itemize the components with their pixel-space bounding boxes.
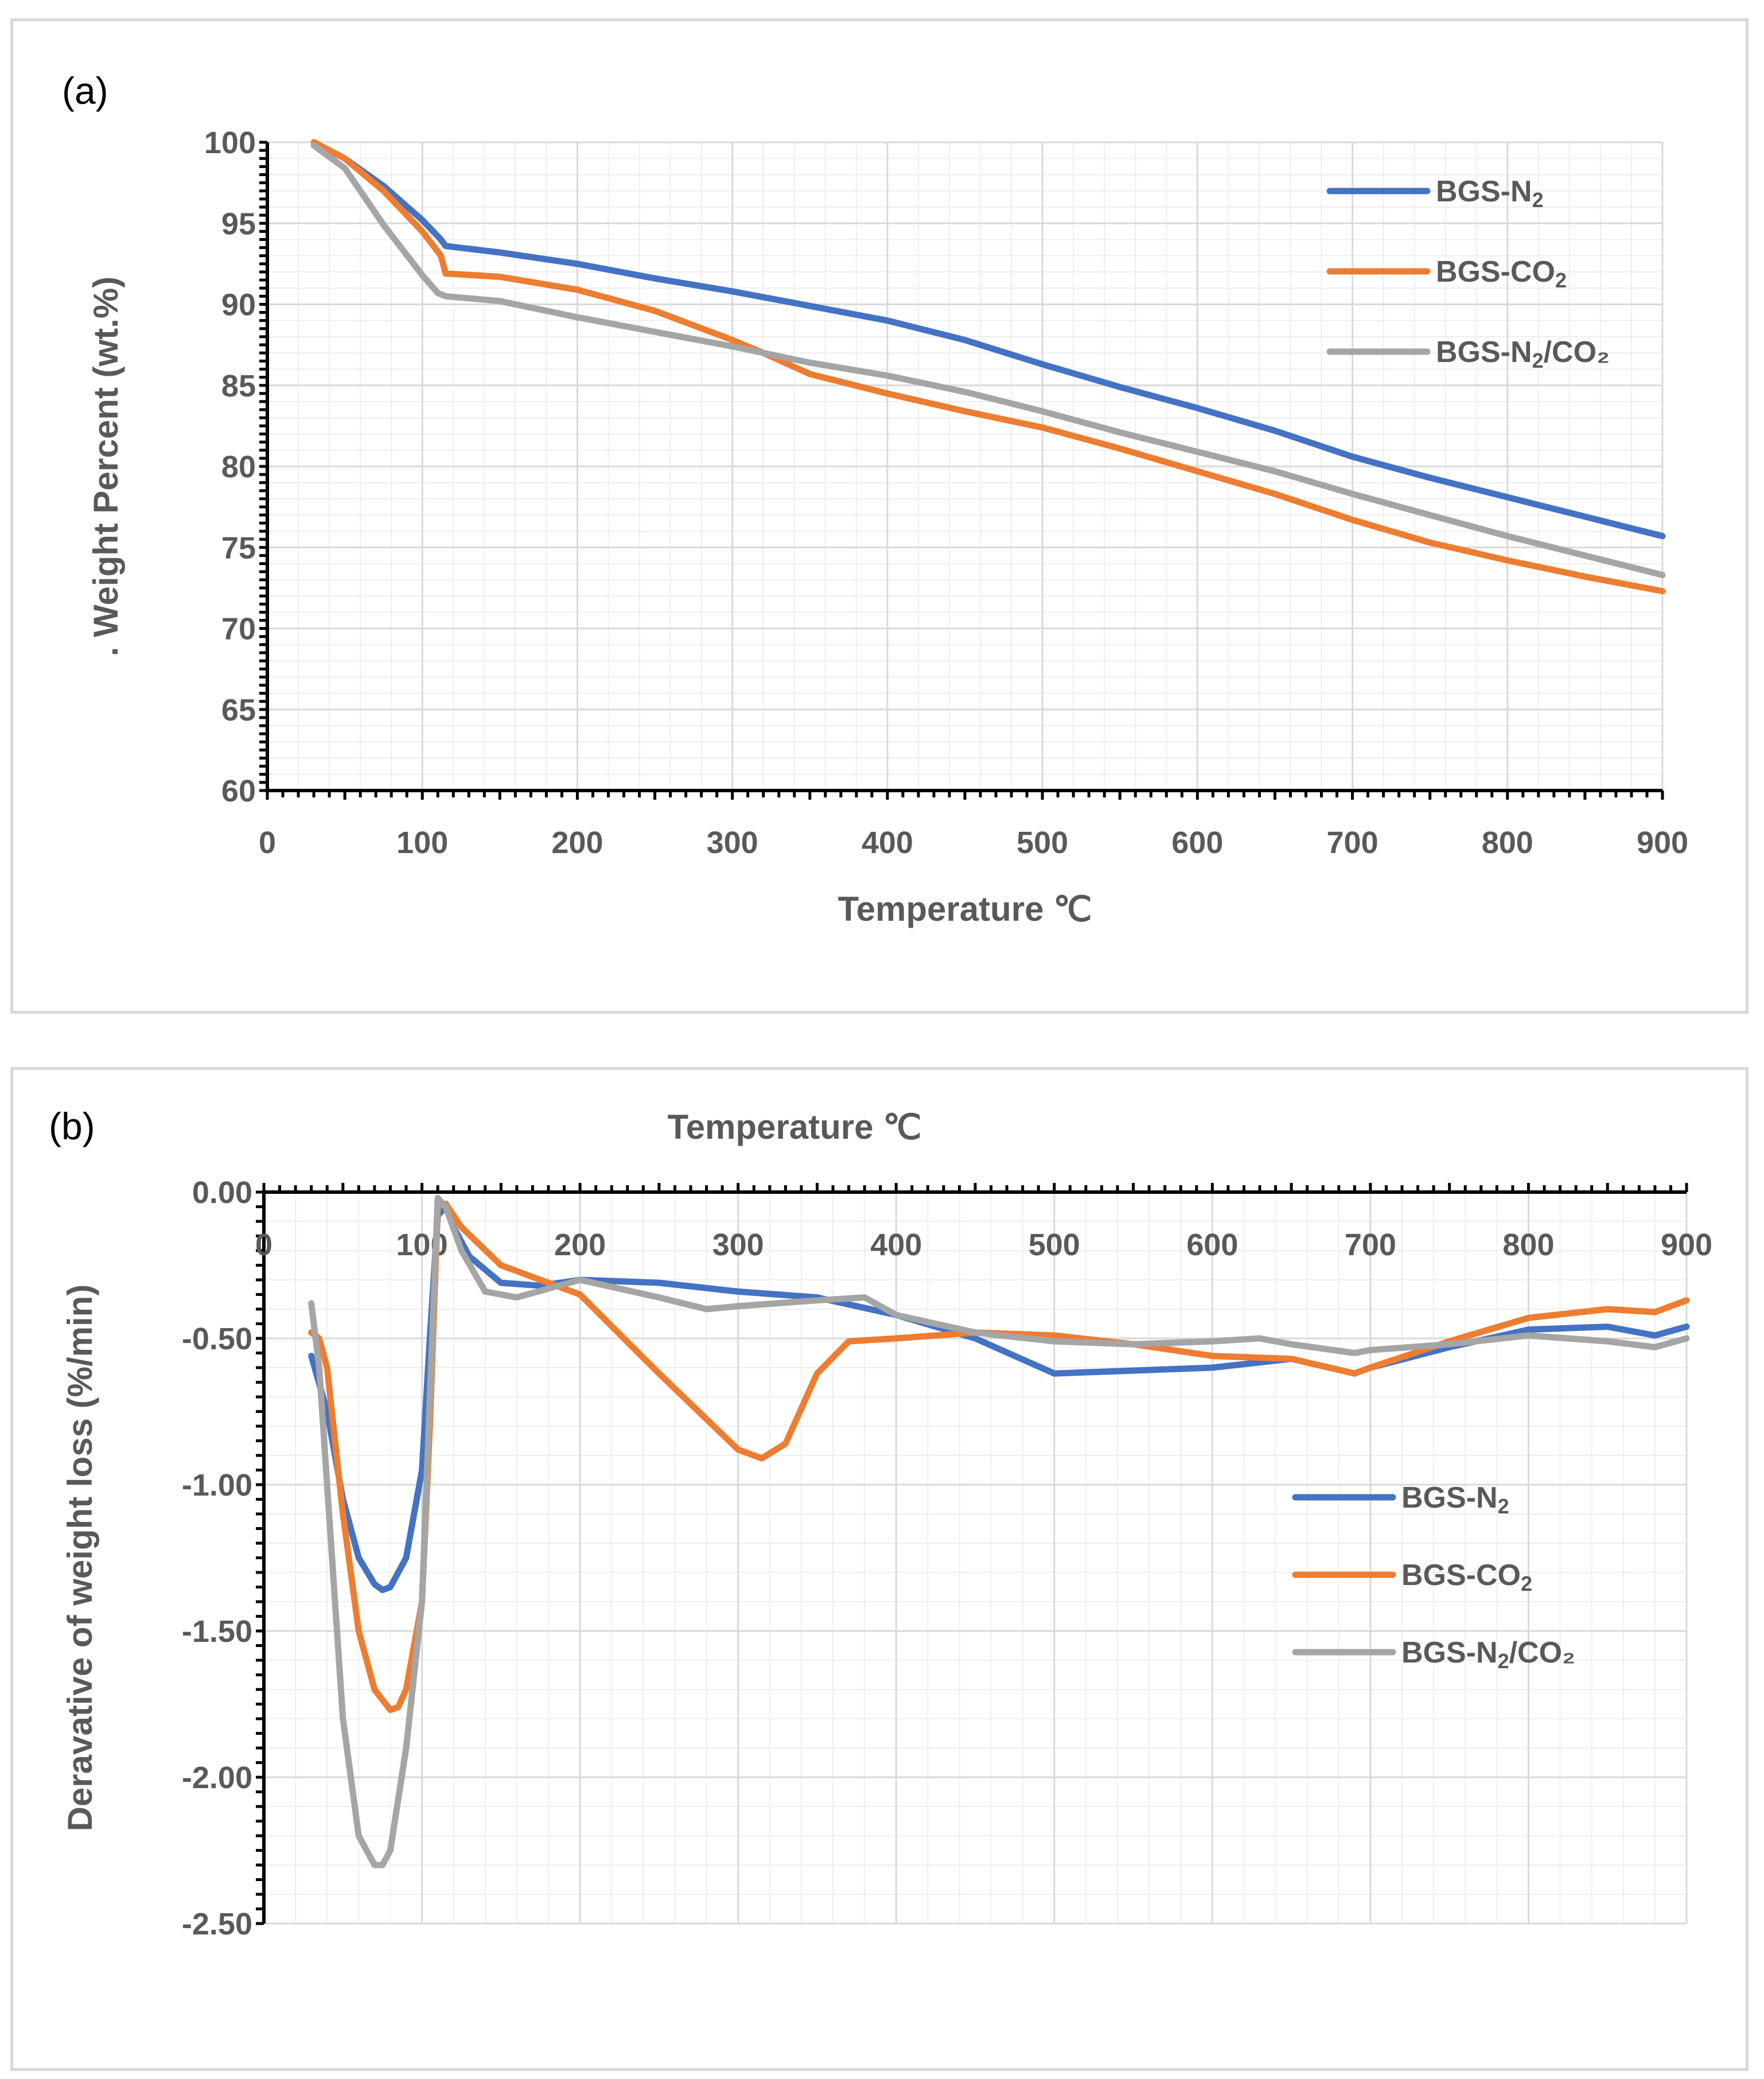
y-tick-label: 95 xyxy=(221,207,256,241)
y-tick-label: 80 xyxy=(221,450,256,484)
x-tick-label: 800 xyxy=(1502,1228,1554,1262)
legend-label-bgs-n2: BGS-N2 xyxy=(1436,175,1544,212)
x-tick-label: 700 xyxy=(1345,1228,1396,1262)
legend-label-bgs-n2-co2: BGS-N2/CO₂ xyxy=(1401,1636,1575,1673)
x-tick-label: 300 xyxy=(712,1228,764,1262)
x-tick-label: 900 xyxy=(1661,1228,1712,1262)
series-line-bgs-n2-co2 xyxy=(308,1194,1690,1868)
panel-b-label: (b) xyxy=(49,1105,95,1147)
x-tick-label: 0 xyxy=(259,826,276,860)
series-line-bgs-co2 xyxy=(308,1200,1690,1714)
x-tick-label: 500 xyxy=(1029,1228,1080,1262)
x-tick-label: 800 xyxy=(1482,826,1533,860)
x-tick-label: 700 xyxy=(1327,826,1379,860)
x-tick-label: 300 xyxy=(707,826,758,860)
y-tick-label: 65 xyxy=(221,693,256,727)
x-tick-label: 400 xyxy=(870,1228,922,1262)
y-axis-title: . Weight Percent (wt.%) xyxy=(87,277,125,656)
y-tick-label: 60 xyxy=(221,774,256,808)
legend-label-bgs-co2: BGS-CO2 xyxy=(1401,1559,1532,1595)
x-tick-label: 200 xyxy=(554,1228,606,1262)
legend-label-bgs-n2-co2: BGS-N2/CO₂ xyxy=(1436,336,1610,372)
x-axis-title: Temperature ℃ xyxy=(838,890,1092,928)
legend-label-bgs-n2: BGS-N2 xyxy=(1401,1481,1509,1518)
x-tick-label: 600 xyxy=(1171,826,1223,860)
series-line-bgs-n2 xyxy=(310,139,1666,539)
x-tick-label: 200 xyxy=(551,826,603,860)
series-line-bgs-co2 xyxy=(310,139,1666,594)
y-tick-label: 90 xyxy=(221,288,256,322)
panel-a-label: (a) xyxy=(62,69,108,112)
chart-panel-b xyxy=(10,1067,1749,2071)
y-tick-label: 0.00 xyxy=(192,1175,252,1210)
chart-title: Temperature ℃ xyxy=(667,1108,921,1146)
y-tick-label: -2.50 xyxy=(182,1907,252,1941)
chart-panel-a xyxy=(10,18,1749,1014)
y-tick-label: -2.00 xyxy=(182,1761,252,1795)
y-tick-label: 75 xyxy=(221,531,256,565)
x-tick-label: 0 xyxy=(255,1228,272,1262)
legend-label-bgs-co2: BGS-CO2 xyxy=(1436,255,1567,292)
y-tick-label: -1.00 xyxy=(182,1468,252,1502)
x-tick-label: 100 xyxy=(396,1228,448,1262)
x-tick-label: 900 xyxy=(1637,826,1688,860)
weight-percent-chart: 0 100 200 300 400 500 600 700 800 900 60 65 70 75 80 85… xyxy=(87,126,1688,928)
x-tick-label: 500 xyxy=(1017,826,1068,860)
y-axis-title: Deravative of weight loss (%/min) xyxy=(61,1284,99,1832)
series-line-bgs-n2 xyxy=(308,1204,1690,1594)
y-tick-label: 85 xyxy=(221,369,256,403)
x-tick-label: 400 xyxy=(862,826,913,860)
x-tick-label: 600 xyxy=(1186,1228,1238,1262)
y-tick-label: 100 xyxy=(204,126,256,160)
y-tick-label: 70 xyxy=(221,612,256,647)
y-tick-label: -1.50 xyxy=(182,1614,252,1649)
x-tick-label: 100 xyxy=(396,826,448,860)
series-line-bgs-n2-co2 xyxy=(310,142,1666,578)
y-tick-label: -0.50 xyxy=(182,1322,252,1356)
